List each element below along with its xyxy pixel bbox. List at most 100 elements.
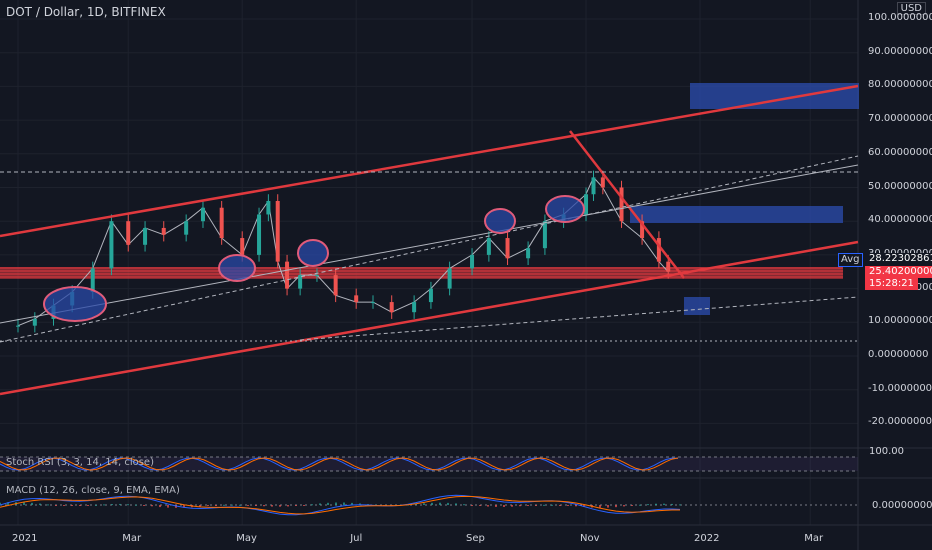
macd-histogram-bar: [255, 505, 257, 506]
macd-histogram-bar: [647, 504, 649, 506]
last-price-badge: 25.40200000: [865, 266, 932, 278]
macd-histogram-bar: [247, 505, 249, 506]
candle-body: [600, 177, 605, 188]
support-zones: [0, 83, 859, 315]
price-tick-label: 60.00000000: [868, 146, 932, 158]
price-tick-label: 100.00000000: [868, 12, 932, 23]
macd-histogram-bar: [327, 502, 329, 505]
macd-histogram-bar: [631, 505, 633, 506]
candle-body: [619, 187, 624, 222]
macd-histogram-bar: [159, 505, 161, 508]
macd-histogram-bar: [95, 504, 97, 506]
macd-histogram-bar: [23, 502, 25, 505]
candle-body: [389, 302, 394, 313]
time-tick-label: Sep: [466, 533, 485, 544]
highlight-ellipse: [43, 286, 107, 322]
macd-histogram-bar: [335, 502, 337, 505]
candle-body: [447, 268, 452, 289]
macd-histogram-bar: [55, 505, 57, 506]
candle-body: [298, 275, 303, 289]
candle-body: [371, 302, 376, 304]
macd-histogram-bar: [543, 504, 545, 506]
macd-histogram-bar: [223, 504, 225, 506]
macd-histogram-bar: [215, 505, 217, 506]
macd-histogram-bar: [319, 503, 321, 505]
macd-histogram-bar: [0, 502, 1, 505]
macd-histogram-bar: [47, 504, 49, 506]
stoch-d-line: [0, 457, 679, 471]
stoch-k-line: [0, 457, 679, 471]
time-tick-label: Jul: [350, 533, 363, 544]
candle-body: [240, 238, 245, 255]
macd-histogram-bar: [423, 503, 425, 505]
midline: [0, 164, 859, 324]
candle-body: [470, 254, 475, 269]
macd-histogram-bar: [87, 505, 89, 506]
macd-histogram-bar: [151, 505, 153, 507]
macd-histogram-bar: [71, 505, 73, 506]
downtrend-line: [569, 130, 685, 279]
dashed-lower-line: [299, 296, 859, 341]
macd-histogram-bar: [231, 504, 233, 506]
currency-button[interactable]: USD: [896, 2, 926, 15]
price-tick-label: 40.00000000: [868, 214, 932, 226]
price-tick-label: -20.00000000: [868, 416, 932, 428]
candles: [16, 170, 671, 333]
highlight-ellipse: [297, 239, 329, 267]
macd-histogram-bar: [271, 505, 273, 507]
macd-histogram-bar: [287, 505, 289, 507]
candle-body: [161, 227, 166, 235]
lower-channel-line: [0, 240, 859, 396]
macd-histogram-bar: [639, 504, 641, 506]
candle-body: [412, 302, 417, 313]
macd-histogram-bar: [111, 504, 113, 506]
time-tick-label: 2021: [12, 533, 38, 544]
dashed-channel-upper: [0, 155, 859, 343]
macd-histogram-bar: [143, 505, 145, 506]
support-band: [0, 267, 843, 279]
time-tick-label: 2022: [694, 533, 720, 544]
macd-histogram-bar: [455, 503, 457, 505]
time-tick-label: Mar: [122, 533, 142, 544]
macd-histogram-bar: [679, 504, 681, 506]
price-tick-label: 80.00000000: [868, 79, 932, 91]
macd-histogram-bar: [7, 502, 9, 505]
macd-histogram-bar: [671, 503, 673, 505]
candle-body: [526, 248, 531, 259]
highlight-ellipse: [484, 208, 516, 234]
macd-histogram-bar: [527, 505, 529, 506]
macd-histogram-bar: [503, 505, 505, 507]
macd-histogram-bar: [127, 504, 129, 506]
macd-line: [0, 494, 681, 516]
candle-body: [184, 221, 189, 235]
candle-body: [126, 221, 131, 245]
macd-histogram-bar: [343, 502, 345, 505]
candle-body: [314, 275, 319, 277]
macd-histogram-bar: [655, 503, 657, 505]
macd-level-label: 0.00000000: [872, 500, 932, 511]
candle-body: [505, 238, 510, 259]
macd-signal-line: [0, 495, 680, 515]
stoch-rsi-label[interactable]: Stoch RSI (3, 3, 14, 14, close): [6, 457, 154, 468]
macd-histogram-bar: [79, 505, 81, 506]
macd-histogram-bar: [575, 505, 577, 507]
upper-channel-line: [0, 84, 859, 238]
macd-histogram-bar: [167, 505, 169, 508]
macd-histogram-bar: [183, 505, 185, 508]
candle-body: [109, 221, 114, 269]
macd-histogram-bar: [263, 505, 265, 507]
macd-histogram-bar: [119, 503, 121, 505]
macd-label[interactable]: MACD (12, 26, close, 9, EMA, EMA): [6, 485, 180, 496]
candle-body: [666, 261, 671, 272]
candle-body: [640, 221, 645, 239]
resistance-zone: [690, 83, 859, 109]
macd-histogram-bar: [607, 505, 609, 508]
price-tick-label: 50.00000000: [868, 180, 932, 192]
macd-histogram-bar: [495, 505, 497, 507]
macd-histogram-bar: [663, 503, 665, 505]
countdown-badge: 15:28:21: [865, 278, 918, 290]
macd-histogram-bar: [311, 504, 313, 506]
price-tick-label: 0.00000000: [868, 349, 929, 360]
